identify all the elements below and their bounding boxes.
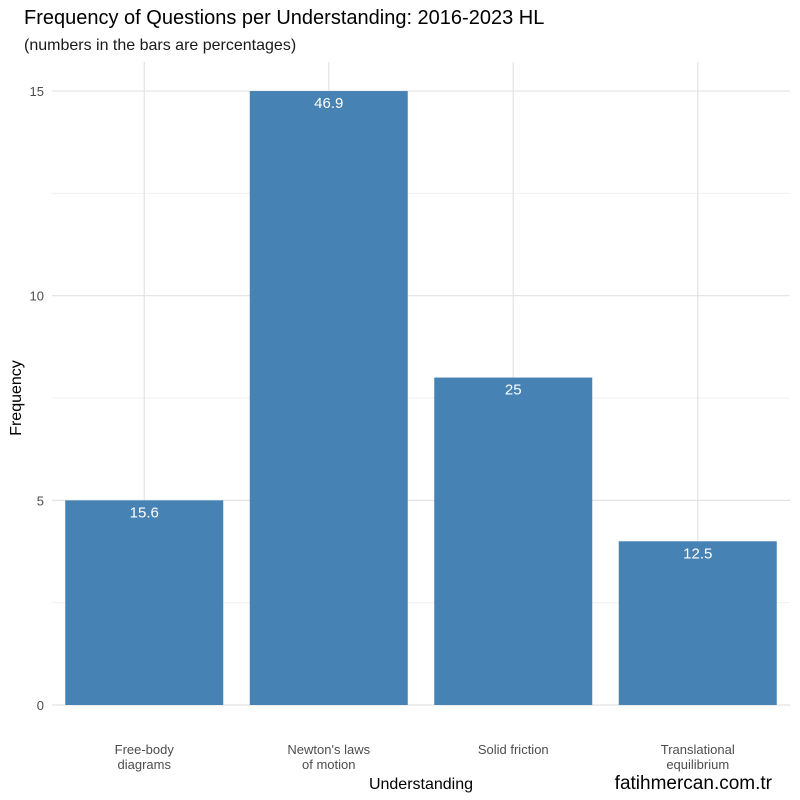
bar-data-label: 12.5 [683, 545, 712, 562]
bar-data-label: 25 [505, 382, 522, 399]
chart-title: Frequency of Questions per Understanding… [24, 7, 544, 29]
bar-data-label: 46.9 [314, 95, 343, 112]
bar-data-label: 15.6 [130, 504, 159, 521]
y-axis-ticks: 0 5 10 15 [30, 84, 44, 713]
bar [249, 91, 408, 706]
source-caption: fatihmercan.com.tr [615, 773, 773, 794]
y-tick-label: 10 [30, 289, 44, 304]
x-tick-label: Free-body diagrams [115, 742, 175, 772]
y-tick-label: 0 [37, 698, 44, 713]
bar [618, 541, 777, 705]
x-tick-label: Solid friction [478, 742, 549, 757]
bar [434, 377, 593, 705]
y-tick-label: 5 [37, 493, 44, 508]
x-tick-label: Translational equilibrium [661, 742, 735, 772]
x-axis-ticks: Free-body diagrams Newton's laws of motion S… [115, 742, 735, 772]
chart-subtitle: (numbers in the bars are percentages) [24, 37, 296, 54]
bar [65, 500, 224, 705]
y-axis-title: Frequency [8, 360, 25, 436]
x-axis-title: Understanding [369, 776, 473, 793]
bars: 15.6 46.9 25 12.5 [65, 91, 777, 706]
y-tick-label: 15 [30, 84, 44, 99]
x-tick-label: Newton's laws of motion [287, 742, 370, 772]
